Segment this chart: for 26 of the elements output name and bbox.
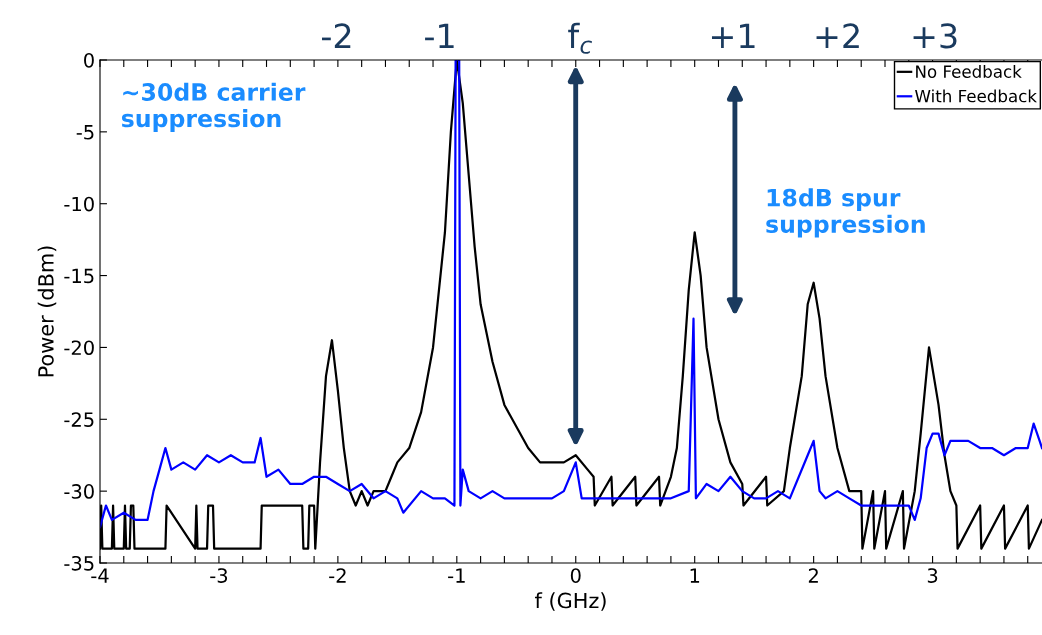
y-tick-label: -15 (64, 268, 94, 284)
y-tick-label: -30 (64, 484, 94, 499)
y-tick-label: -20 (64, 340, 94, 356)
x-tick-label: 2 (808, 568, 818, 583)
text: +2 (816, 23, 859, 49)
legend-label: No Feedback (916, 65, 1022, 78)
text: -2 (322, 23, 351, 49)
x-axis-title: f (GHz) (535, 592, 606, 611)
x-tick-label: 1 (690, 568, 700, 583)
y-tick-label: -10 (64, 196, 94, 212)
y-axis-title: Power (dBm) (37, 246, 57, 377)
text: -1 (425, 23, 454, 49)
x-tick-label: -3 (210, 568, 228, 583)
text: +1 (711, 23, 755, 49)
text: f$_{c}$ (568, 22, 592, 54)
y-tick-label: -5 (76, 125, 94, 140)
x-tick-label: -1 (448, 568, 465, 583)
x-tick-label: 3 (927, 568, 938, 583)
x-tick-label: 0 (570, 568, 581, 583)
text: +3 (913, 23, 957, 49)
annotation: ~30dB carrier suppression (121, 82, 306, 132)
annotation: 18dB spur suppression (766, 188, 925, 238)
x-tick-label: -2 (329, 568, 346, 583)
y-tick-label: -25 (64, 412, 94, 427)
legend-label: With Feedback (915, 89, 1037, 103)
y-tick-label: 0 (84, 52, 94, 68)
